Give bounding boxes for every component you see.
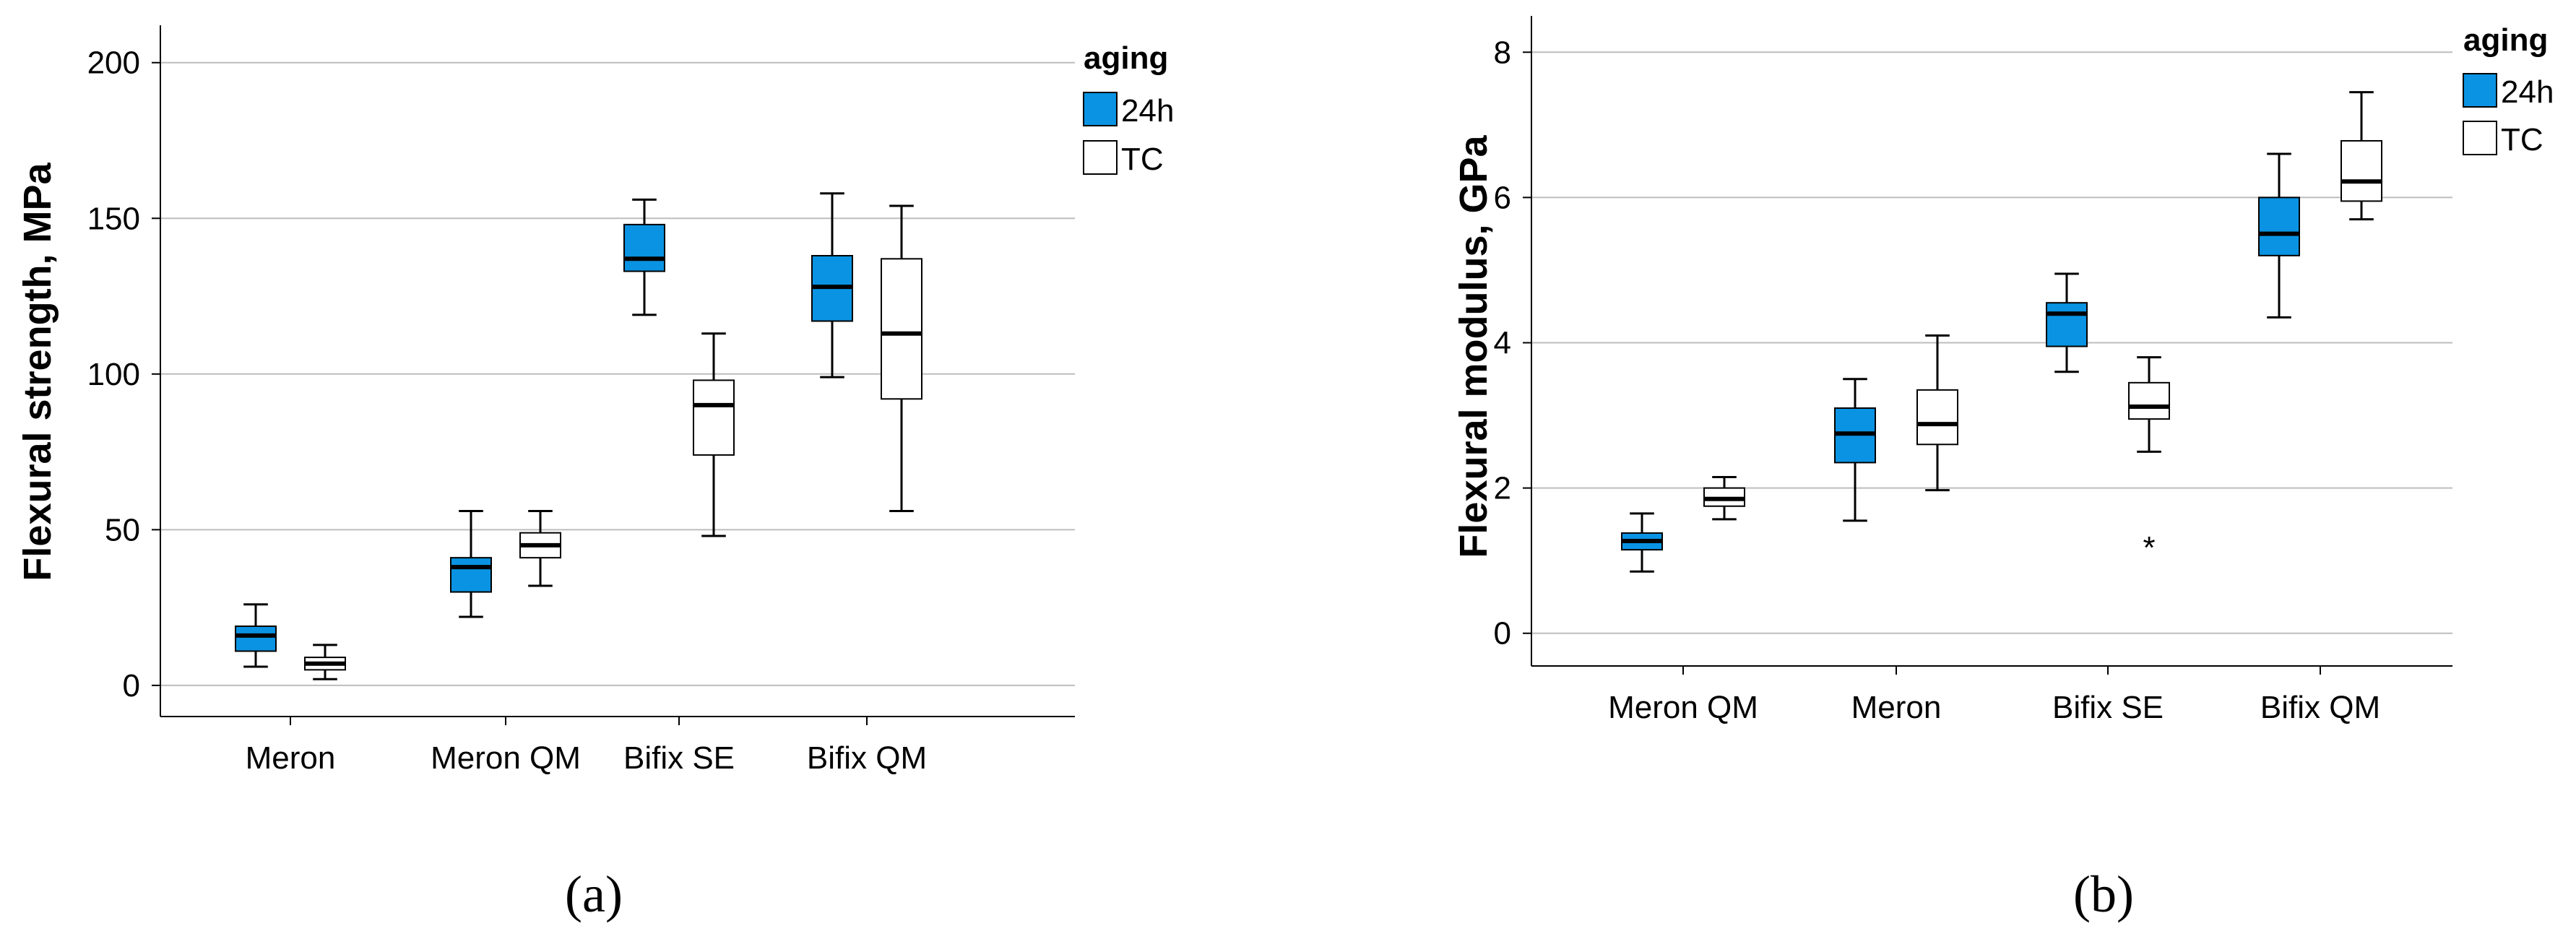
x-category-label: Meron QM [1608, 690, 1758, 725]
y-tick-labels: 0 50 100 150 200 [87, 46, 140, 704]
panel-label-b: (b) [2073, 865, 2134, 923]
y-tick-label: 0 [1494, 616, 1511, 652]
box-24h-bifix-se [2046, 272, 2088, 373]
y-tick-label: 100 [87, 357, 140, 392]
legend-swatch-24h [2463, 73, 2497, 108]
box-tc-meron-qm [1703, 476, 1745, 521]
box-iqr [693, 379, 735, 456]
box-iqr [2128, 381, 2170, 420]
box-iqr [881, 258, 922, 400]
grid-lines [160, 61, 1075, 686]
box-tc-bifix-qm [2341, 91, 2382, 221]
x-category-label: Meron QM [431, 740, 581, 776]
y-tick-label: 2 [1494, 471, 1511, 506]
y-tick-label: 8 [1494, 35, 1511, 70]
legend-label-24h: 24h [2501, 74, 2554, 110]
box-24h-meron [1834, 378, 1876, 522]
legend: aging 24h TC [2463, 22, 2554, 157]
y-tick-label: 200 [87, 46, 140, 81]
y-tick-label: 0 [123, 668, 140, 704]
box-tc-meron [304, 644, 346, 680]
legend-title: aging [2463, 22, 2548, 58]
x-category-label: Bifix SE [2052, 690, 2164, 725]
box-iqr [450, 557, 492, 593]
box-tc-bifix-se [693, 332, 735, 537]
box-iqr [2341, 139, 2382, 202]
y-tick-labels: 0 2 4 6 8 [1494, 35, 1511, 651]
y-tick-label: 50 [105, 512, 140, 548]
box-tc-meron [1916, 334, 1958, 492]
box-24h-bifix-se [623, 198, 665, 316]
x-category-label: Meron [1851, 690, 1942, 725]
box-24h-meron-qm [450, 509, 492, 618]
legend-swatch-tc [1083, 140, 1118, 175]
legend-swatch-tc [2463, 121, 2497, 155]
x-category-label: Bifix SE [623, 740, 735, 776]
x-category-labels: Meron QM Meron Bifix SE Bifix QM [1608, 690, 2380, 725]
box-24h-bifix-qm [811, 192, 853, 378]
box-24h-meron-qm [1621, 512, 1663, 573]
x-category-labels: Meron Meron QM Bifix SE Bifix QM [246, 740, 927, 776]
panel-a: 0 50 100 150 200 Meron Meron QM Bifix SE Bifix … [16, 25, 1174, 923]
x-category-label: Bifix QM [807, 740, 927, 776]
box-24h-bifix-qm [2258, 152, 2300, 319]
box-iqr [1916, 389, 1958, 446]
x-category-label: Bifix QM [2260, 690, 2380, 725]
legend-label-tc: TC [2501, 122, 2543, 157]
boxes: * [1621, 91, 2382, 573]
legend-swatch-24h [1083, 92, 1118, 126]
legend-label-tc: TC [1121, 142, 1164, 177]
box-iqr [2258, 196, 2300, 256]
boxes [235, 192, 922, 680]
y-tick-label: 6 [1494, 180, 1511, 215]
box-tc-meron-qm [519, 509, 561, 587]
box-tc-bifix-qm [881, 204, 922, 512]
y-axis-label: Flexural strength, MPa [16, 162, 59, 581]
axes [152, 25, 1075, 725]
box-iqr [2046, 302, 2088, 347]
legend-title: aging [1084, 40, 1168, 76]
axes [1523, 16, 2452, 675]
box-24h-meron [235, 603, 277, 668]
grid-lines [1531, 51, 2452, 634]
legend-label-24h: 24h [1121, 93, 1174, 129]
panel-label-a: (a) [565, 865, 623, 923]
x-category-label: Meron [246, 740, 336, 776]
box-iqr [235, 625, 277, 652]
y-tick-label: 150 [87, 201, 140, 236]
y-axis-label: Flexural modulus, GPa [1452, 134, 1495, 558]
box-iqr [623, 223, 665, 272]
y-tick-label: 4 [1494, 326, 1511, 361]
outlier-marker: * [2143, 530, 2155, 566]
panel-b: 0 2 4 6 8 * Meron QM Meron Bifix SE Bifix QM Fl… [1452, 16, 2554, 923]
legend: aging 24h TC [1083, 40, 1174, 177]
box-tc-bifix-se: * [2128, 356, 2170, 566]
